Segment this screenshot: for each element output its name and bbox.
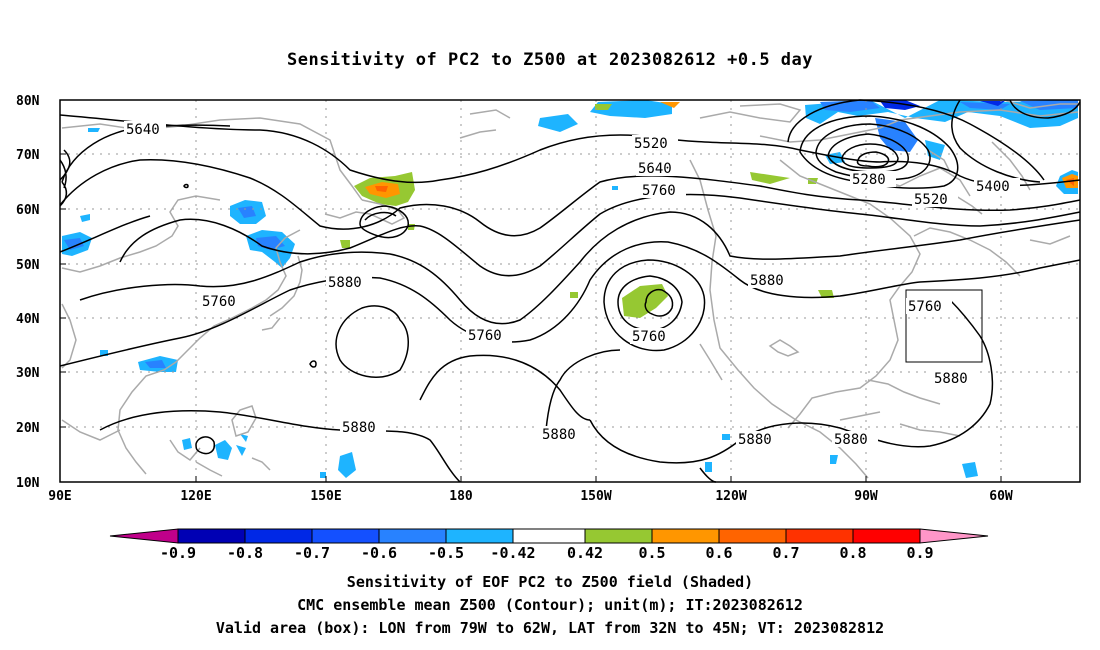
contour-label: 5880 xyxy=(834,432,868,448)
contour-label: 5880 xyxy=(738,432,772,448)
lat-label: 80N xyxy=(16,94,40,109)
colorbar xyxy=(109,528,989,544)
colorbar-label: -0.8 xyxy=(227,544,263,562)
contour-label: 5880 xyxy=(342,420,376,436)
colorbar-label: -0.5 xyxy=(428,544,464,562)
shaded-sensitivity xyxy=(62,100,1078,478)
contour-label: 5760 xyxy=(202,294,236,310)
lat-label: 40N xyxy=(16,312,40,327)
colorbar-box xyxy=(584,528,653,544)
colorbar-box xyxy=(852,528,921,544)
contour-label: 5880 xyxy=(934,371,968,387)
caption-valid-area: Valid area (box): LON from 79W to 62W, L… xyxy=(215,619,885,637)
lat-label: 60N xyxy=(16,203,40,218)
contour-label: 5640 xyxy=(126,122,160,138)
colorbar-box xyxy=(244,528,313,544)
contour-label: 5520 xyxy=(634,136,668,152)
lon-label: 90W xyxy=(854,489,878,504)
contour-label: 5640 xyxy=(638,161,672,177)
lon-label: 150W xyxy=(580,489,611,504)
lon-label: 60W xyxy=(989,489,1013,504)
colorbar-box xyxy=(512,528,586,544)
lat-label: 20N xyxy=(16,421,40,436)
contour-label: 5280 xyxy=(852,172,886,188)
lon-label: 90E xyxy=(48,489,71,504)
map-frame xyxy=(59,99,1081,483)
contour-label: 5880 xyxy=(328,275,362,291)
contour-label: 5760 xyxy=(468,328,502,344)
contour-label: 5760 xyxy=(642,183,676,199)
map-title: Sensitivity of PC2 to Z500 at 2023082612… xyxy=(286,50,813,70)
lon-label: 120W xyxy=(715,489,746,504)
contour-label: 5760 xyxy=(908,299,942,315)
colorbar-label: 0.7 xyxy=(772,544,799,562)
colorbar-box xyxy=(177,528,246,544)
axis-ticks xyxy=(60,99,1002,483)
caption-shaded: Sensitivity of EOF PC2 to Z500 field (Sh… xyxy=(346,573,754,591)
contour-label: 5760 xyxy=(632,329,666,345)
lat-label: 10N xyxy=(16,476,40,491)
lon-label: 180 xyxy=(449,489,473,504)
colorbar-box xyxy=(311,528,380,544)
lon-label: 120E xyxy=(180,489,211,504)
contour-labels: 5640 5520 5640 5760 5280 5400 5520 5760 … xyxy=(124,121,1020,448)
colorbar-low-triangle xyxy=(109,528,179,544)
lat-label: 50N xyxy=(16,258,40,273)
lat-label: 30N xyxy=(16,366,40,381)
colorbar-label: -0.6 xyxy=(361,544,397,562)
contour-label: 5520 xyxy=(914,192,948,208)
colorbar-label: 0.9 xyxy=(906,544,933,562)
colorbar-box xyxy=(445,528,514,544)
colorbar-label: -0.42 xyxy=(490,544,535,562)
colorbar-label: 0.8 xyxy=(839,544,866,562)
lat-label: 70N xyxy=(16,148,40,163)
valid-area-box xyxy=(905,289,983,363)
colorbar-label: 0.42 xyxy=(567,544,603,562)
colorbar-box xyxy=(718,528,787,544)
coastlines xyxy=(61,99,1079,479)
colorbar-label: -0.7 xyxy=(294,544,330,562)
colorbar-box xyxy=(651,528,720,544)
colorbar-box xyxy=(378,528,447,544)
lon-label: 150E xyxy=(310,489,341,504)
axis-labels: 80N 70N 60N 50N 40N 30N 20N 10N 90E 120E… xyxy=(16,94,1013,504)
colorbar-box xyxy=(785,528,854,544)
contour-label: 5880 xyxy=(750,273,784,289)
contour-label: 5400 xyxy=(976,179,1010,195)
graticule xyxy=(60,100,1080,482)
colorbar-label: 0.6 xyxy=(705,544,732,562)
colorbar-high-triangle xyxy=(919,528,989,544)
caption-contour: CMC ensemble mean Z500 (Contour); unit(m… xyxy=(297,596,803,614)
colorbar-labels: -0.9 -0.8 -0.7 -0.6 -0.5 -0.42 0.42 0.5 … xyxy=(160,544,934,562)
contour-label: 5880 xyxy=(542,427,576,443)
z500-contours xyxy=(59,99,1081,483)
colorbar-label: -0.9 xyxy=(160,544,196,562)
colorbar-label: 0.5 xyxy=(638,544,665,562)
